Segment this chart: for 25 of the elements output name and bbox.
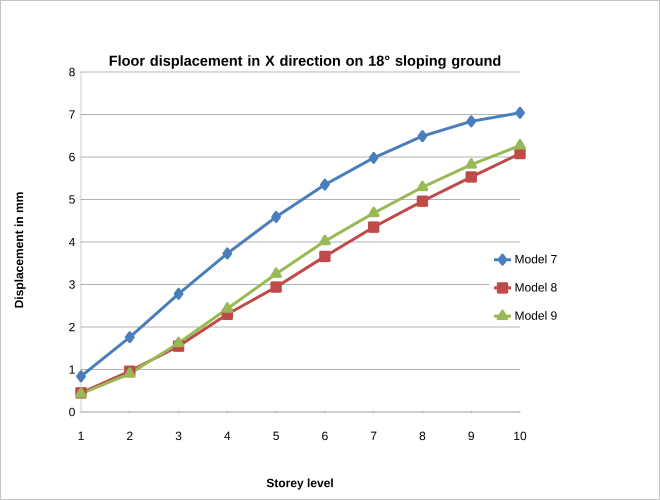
x-tick-label: 10 bbox=[514, 432, 526, 440]
y-tick-label: 6 bbox=[69, 152, 75, 162]
y-tick-label: 7 bbox=[69, 110, 75, 119]
y-tick-label: 0 bbox=[69, 408, 75, 416]
legend-label: Model 7 bbox=[516, 254, 557, 264]
legend-label: Model 8 bbox=[516, 282, 557, 292]
x-tick-label: 7 bbox=[370, 432, 376, 440]
y-tick-label: 4 bbox=[68, 238, 75, 246]
x-tick-label: 8 bbox=[420, 432, 426, 440]
x-tick-label: 9 bbox=[468, 432, 474, 440]
chart-title: Floor displacement in X direction on 18° sloping ground bbox=[110, 55, 500, 69]
y-tick-label: 3 bbox=[69, 280, 75, 289]
x-axis-title: Storey level bbox=[266, 478, 333, 490]
x-tick-label: 5 bbox=[273, 432, 279, 440]
x-tick-label: 1 bbox=[78, 432, 84, 440]
y-axis-title: Displacement in mm bbox=[14, 192, 26, 308]
y-tick-label: 2 bbox=[69, 322, 75, 332]
y-tick-label: 8 bbox=[69, 68, 75, 76]
x-tick-label: 2 bbox=[127, 432, 133, 440]
x-tick-label: 3 bbox=[176, 432, 182, 440]
y-tick-label: 1 bbox=[70, 365, 75, 374]
x-tick-label: 6 bbox=[322, 432, 328, 440]
y-tick-label: 5 bbox=[69, 195, 75, 204]
x-tick-label: 4 bbox=[224, 432, 230, 440]
legend-label: Model 9 bbox=[516, 311, 557, 320]
